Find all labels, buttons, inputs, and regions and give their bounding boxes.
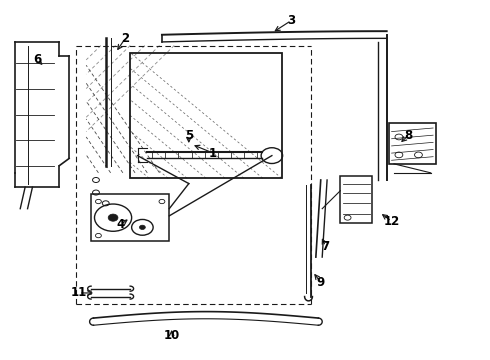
Text: 10: 10: [164, 329, 180, 342]
Text: 9: 9: [317, 276, 325, 289]
Text: 2: 2: [121, 32, 129, 45]
Text: 11: 11: [71, 287, 87, 300]
Text: 3: 3: [287, 14, 295, 27]
Text: 4: 4: [116, 218, 124, 231]
Text: 6: 6: [33, 53, 42, 66]
Circle shape: [108, 214, 118, 221]
Text: 7: 7: [321, 240, 330, 253]
Bar: [130, 53, 282, 178]
Bar: [389, 123, 436, 164]
Bar: [340, 176, 372, 223]
Bar: [91, 194, 169, 241]
Text: 5: 5: [185, 129, 193, 142]
Circle shape: [140, 225, 146, 229]
Text: 12: 12: [384, 215, 400, 228]
Text: 8: 8: [405, 129, 413, 142]
Text: 1: 1: [209, 147, 217, 159]
